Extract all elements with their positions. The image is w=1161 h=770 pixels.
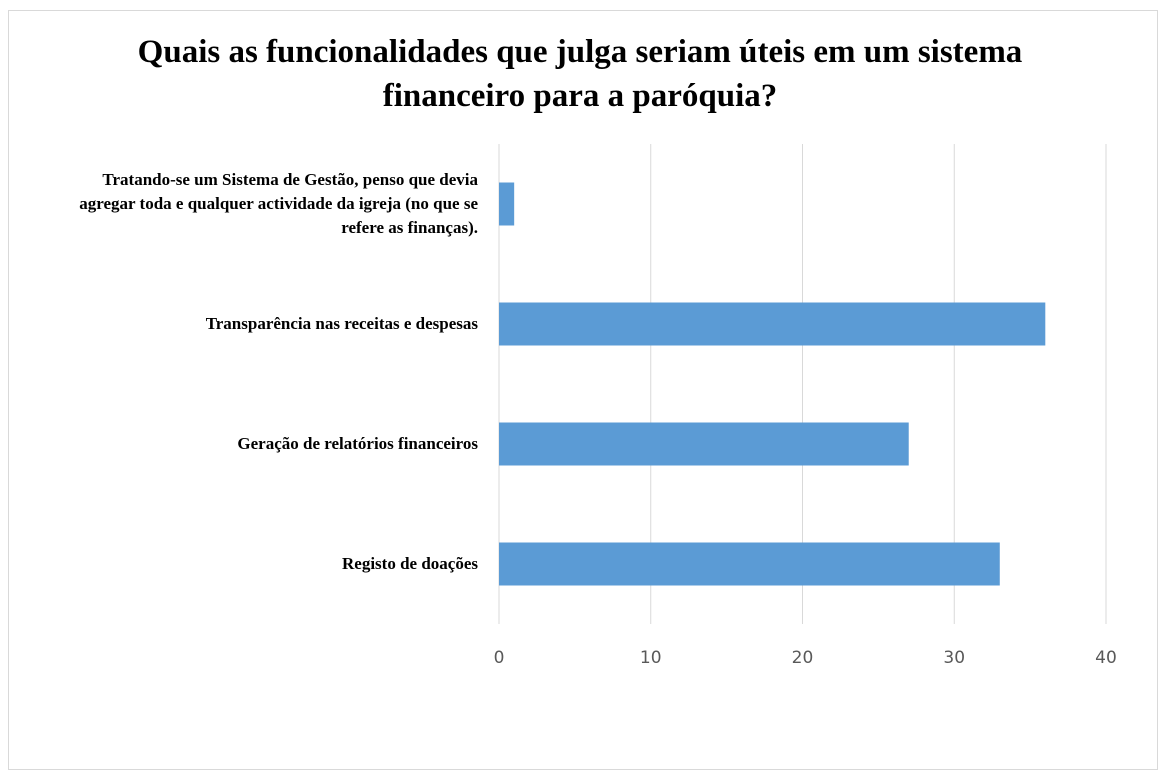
bar (499, 182, 515, 226)
bar (499, 302, 1046, 346)
y-tick-label: Transparência nas receitas e despesas (205, 314, 478, 333)
chart-title: Quais as funcionalidades que julga seria… (137, 34, 1023, 114)
y-tick-label: Tratando-se um Sistema de Gestão, penso … (79, 170, 478, 237)
x-tick-label: 30 (943, 648, 965, 668)
y-tick-label: Registo de doações (342, 554, 478, 573)
bar (499, 542, 1000, 586)
x-tick-label: 40 (1095, 648, 1117, 668)
x-tick-label: 20 (792, 648, 814, 668)
x-tick-label: 10 (640, 648, 662, 668)
x-tick-label: 0 (494, 648, 505, 668)
y-tick-label: Geração de relatórios financeiros (237, 434, 478, 453)
bar (499, 422, 909, 466)
